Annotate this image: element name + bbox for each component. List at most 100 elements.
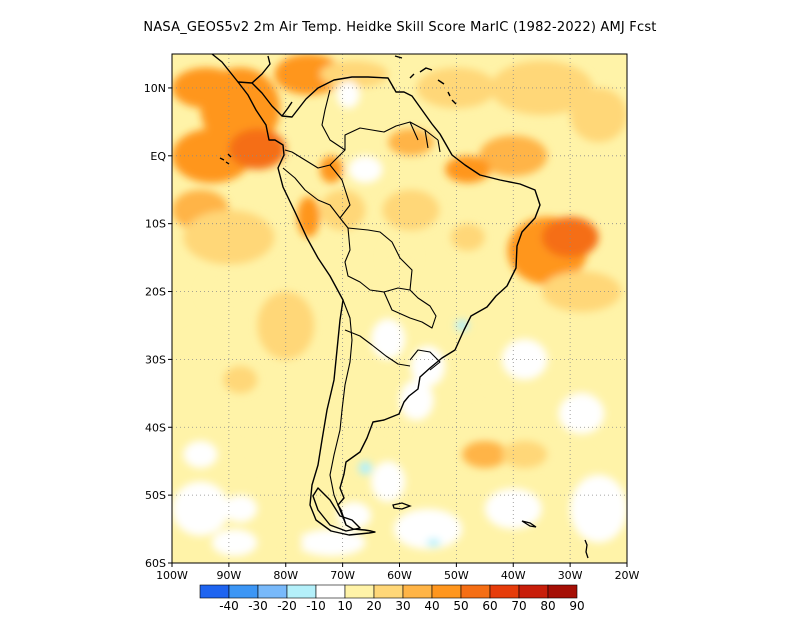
skill-patch xyxy=(183,440,218,468)
skill-patch xyxy=(228,427,286,468)
lat-tick-label: 60S xyxy=(145,557,166,570)
lon-tick-label: 50W xyxy=(444,569,469,582)
colorbar-swatch xyxy=(431,584,462,599)
skill-patch xyxy=(371,461,406,502)
ecuador-peru-border xyxy=(282,167,341,219)
lon-tick-label: 20W xyxy=(615,569,640,582)
longitude-labels: 100W 90W 80W 70W 60W 50W 40W 30W 20W xyxy=(156,563,640,582)
galapagos-islands xyxy=(219,153,232,165)
colorbar-swatch xyxy=(460,584,491,599)
skill-patch xyxy=(257,291,315,360)
south-sandwich xyxy=(584,539,589,559)
colorbar-swatch xyxy=(228,584,259,599)
lat-tick-label: 10N xyxy=(144,82,166,95)
tierra-del-fuego xyxy=(312,487,361,532)
colorbar-label: -40 xyxy=(219,599,239,613)
skill-patch xyxy=(348,155,383,183)
skill-patch xyxy=(570,474,627,543)
map-panel xyxy=(172,54,627,563)
colorbar: -40 -30 -20 -10 10 20 30 40 50 60 70 80 90 xyxy=(199,584,585,613)
paraguay-border xyxy=(383,289,437,329)
skill-patch xyxy=(541,271,622,312)
argentina-inner-border xyxy=(344,329,411,367)
small-islands xyxy=(219,153,589,559)
caribbean-islands xyxy=(394,55,457,105)
skill-patch xyxy=(183,332,218,360)
south-america-coastline xyxy=(237,76,541,536)
skill-patch xyxy=(358,461,373,475)
skill-patch xyxy=(228,128,286,170)
colorbar-label: -10 xyxy=(306,599,326,613)
skill-patch xyxy=(319,60,389,88)
colorbar-label: 80 xyxy=(540,599,555,613)
skill-patch xyxy=(371,318,406,360)
skill-patch xyxy=(490,60,593,116)
skill-patch xyxy=(410,345,445,387)
colorbar-swatch xyxy=(199,584,230,599)
skill-patch xyxy=(426,538,441,547)
falklands-islands xyxy=(392,502,412,510)
skill-patch xyxy=(558,352,605,394)
lat-tick-label: 50S xyxy=(145,489,166,502)
chile-argentina-border xyxy=(329,299,353,526)
colorbar-label: 10 xyxy=(337,599,352,613)
colorbar-swatch xyxy=(344,584,375,599)
chart-title: NASA_GEOS5v2 2m Air Temp. Heidke Skill S… xyxy=(143,20,657,35)
skill-patch xyxy=(570,87,627,143)
lon-tick-label: 60W xyxy=(387,569,412,582)
lat-tick-label: EQ xyxy=(150,150,166,163)
colorbar-swatch xyxy=(489,584,520,599)
skill-patch xyxy=(297,529,366,557)
colorbar-swatch xyxy=(286,584,317,599)
lat-tick-label: 10S xyxy=(145,218,166,231)
skill-patch xyxy=(336,81,360,109)
colorbar-label: 30 xyxy=(395,599,410,613)
colorbar-label: 90 xyxy=(569,599,584,613)
skill-patch xyxy=(223,495,258,523)
colorbar-label: 60 xyxy=(482,599,497,613)
colorbar-label: 20 xyxy=(366,599,381,613)
skill-patch xyxy=(183,210,275,265)
lon-tick-label: 100W xyxy=(156,569,188,582)
colorbar-label: 50 xyxy=(453,599,468,613)
colorbar-swatch xyxy=(315,584,346,599)
lon-tick-label: 80W xyxy=(273,569,298,582)
coastlines-and-borders xyxy=(211,54,541,536)
lon-tick-label: 90W xyxy=(216,569,241,582)
brazil-west-border xyxy=(329,121,439,229)
south-georgia xyxy=(521,520,537,528)
colombia-venezuela-border xyxy=(284,89,346,169)
skill-patch xyxy=(462,440,508,468)
skill-patch xyxy=(393,508,463,550)
skill-patch xyxy=(445,155,491,183)
colorbar-label: -30 xyxy=(248,599,268,613)
lat-tick-label: 20S xyxy=(145,286,166,299)
skill-patch xyxy=(399,379,434,421)
skill-patch xyxy=(388,128,434,156)
colorbar-swatch xyxy=(518,584,549,599)
lon-tick-label: 70W xyxy=(330,569,355,582)
colorbar-swatch xyxy=(402,584,433,599)
skill-patch xyxy=(484,488,542,530)
skill-patch xyxy=(450,223,485,251)
colorbar-label: 40 xyxy=(424,599,439,613)
bolivia-border xyxy=(344,227,413,293)
skill-patch xyxy=(223,366,258,394)
colorbar-swatch xyxy=(257,584,288,599)
colorbar-label: -20 xyxy=(277,599,297,613)
colorbar-label: 70 xyxy=(511,599,526,613)
skill-patch xyxy=(297,196,320,238)
guianas-borders xyxy=(409,121,441,153)
skill-patch xyxy=(172,67,241,109)
skill-patch xyxy=(211,529,258,557)
colorbar-swatch xyxy=(547,584,578,599)
skill-patch xyxy=(456,393,514,435)
skill-patch xyxy=(547,447,593,475)
skill-patch xyxy=(541,216,599,258)
lat-tick-label: 30S xyxy=(145,353,166,366)
latitude-labels: 10N EQ 10S 20S 30S 40S 50S 60S xyxy=(144,82,172,570)
skill-patch xyxy=(501,440,548,468)
skill-patch xyxy=(319,155,343,183)
skill-patch xyxy=(558,393,605,435)
